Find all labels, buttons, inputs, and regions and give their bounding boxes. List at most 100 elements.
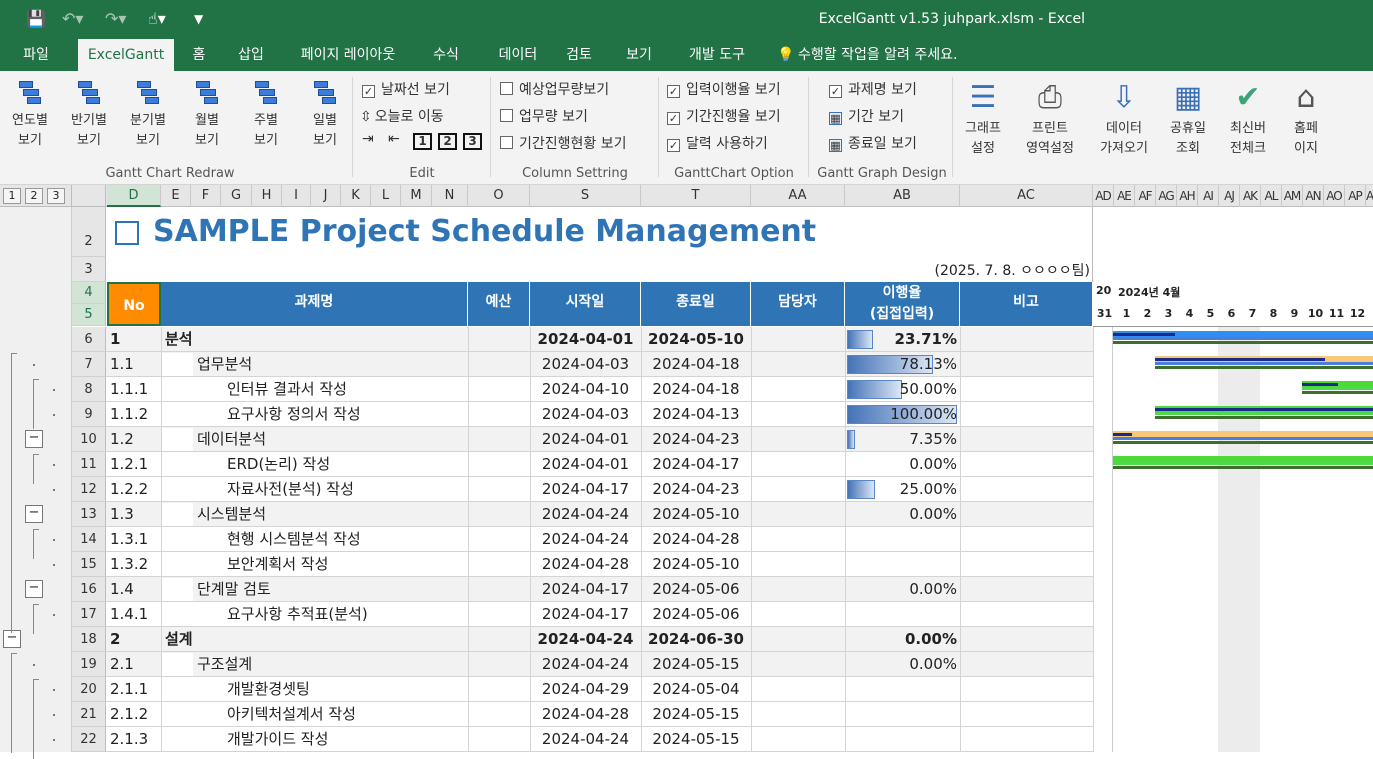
gantt-option-checkbox-1[interactable]: ✓ 입력이행율 보기: [667, 79, 781, 99]
big-button-4[interactable]: ▦ 공휴일 조회: [1162, 79, 1214, 159]
tab-9[interactable]: 보기: [626, 47, 652, 63]
column-option-checkbox-2[interactable]: 업무량 보기: [500, 106, 588, 126]
row-number-22[interactable]: 22: [72, 727, 106, 752]
select-all-corner[interactable]: [72, 185, 106, 207]
column-header-M[interactable]: M: [401, 185, 432, 207]
table-row[interactable]: [106, 652, 1093, 677]
column-header-AD[interactable]: AD: [1093, 185, 1114, 207]
show-date-line-checkbox[interactable]: ✓ 날짜선 보기: [362, 79, 450, 99]
table-row[interactable]: [106, 452, 1093, 477]
tab-10[interactable]: 개발 도구: [689, 47, 745, 63]
table-row[interactable]: [106, 677, 1093, 702]
column-header-AB[interactable]: AB: [845, 185, 960, 207]
outline-level-2-button[interactable]: 2: [25, 188, 43, 204]
collapse-row-13-button[interactable]: −: [25, 505, 43, 523]
row-number-17[interactable]: 17: [72, 602, 106, 627]
column-header-AH[interactable]: AH: [1177, 185, 1198, 207]
row-number-18[interactable]: 18: [72, 627, 106, 652]
redraw-button-6[interactable]: 일별 보기: [297, 79, 353, 151]
row-number-14[interactable]: 14: [72, 527, 106, 552]
column-header-AK[interactable]: AK: [1240, 185, 1261, 207]
big-button-1[interactable]: ☰ 그래프 설정: [957, 79, 1009, 159]
column-header-AA[interactable]: AA: [751, 185, 845, 207]
table-row[interactable]: [106, 602, 1093, 627]
outdent-icon[interactable]: ⇤: [388, 131, 400, 147]
tab-5[interactable]: 페이지 레이아웃: [300, 47, 396, 63]
tell-me-input[interactable]: 수행할 작업을 알려 주세요.: [798, 47, 958, 63]
indent-icon[interactable]: ⇥: [362, 131, 374, 147]
collapse-row-18-button[interactable]: −: [3, 630, 21, 648]
design-option-3[interactable]: ▦ 종료일 보기: [829, 133, 917, 153]
table-row[interactable]: [106, 377, 1093, 402]
column-header-F[interactable]: F: [191, 185, 221, 207]
row-number-15[interactable]: 15: [72, 552, 106, 577]
redraw-button-2[interactable]: 반기별 보기: [61, 79, 117, 151]
column-header-AQ[interactable]: AQ: [1366, 185, 1373, 207]
big-button-3[interactable]: ⇩ 데이터 가져오기: [1093, 79, 1155, 159]
redraw-button-3[interactable]: 분기별 보기: [120, 79, 176, 151]
design-option-2[interactable]: ▦ 기간 보기: [829, 106, 904, 126]
column-header-D[interactable]: D: [107, 185, 161, 207]
table-row[interactable]: [106, 477, 1093, 502]
column-header-AP[interactable]: AP: [1345, 185, 1366, 207]
design-option-1[interactable]: ✓ 과제명 보기: [829, 79, 917, 99]
row-number-4[interactable]: 4: [72, 282, 106, 304]
row-number-10[interactable]: 10: [72, 427, 106, 452]
table-row[interactable]: [106, 627, 1093, 652]
table-row[interactable]: [106, 552, 1093, 577]
column-header-O[interactable]: O: [468, 185, 530, 207]
row-number-16[interactable]: 16: [72, 577, 106, 602]
goto-today-button[interactable]: ⇳ 오늘로 이동: [360, 106, 444, 126]
row-number-20[interactable]: 20: [72, 677, 106, 702]
column-header-AC[interactable]: AC: [960, 185, 1093, 207]
row-number-13[interactable]: 13: [72, 502, 106, 527]
touch-mode-icon[interactable]: ☝▾: [148, 9, 166, 28]
table-row[interactable]: [106, 327, 1093, 352]
column-header-T[interactable]: T: [641, 185, 751, 207]
row-number-7[interactable]: 7: [72, 352, 106, 377]
row-number-12[interactable]: 12: [72, 477, 106, 502]
row-number-21[interactable]: 21: [72, 702, 106, 727]
undo-icon[interactable]: ↶▾: [62, 9, 84, 28]
column-header-N[interactable]: N: [432, 185, 468, 207]
collapse-row-16-button[interactable]: −: [25, 580, 43, 598]
table-row[interactable]: [106, 427, 1093, 452]
row-number-11[interactable]: 11: [72, 452, 106, 477]
collapse-row-10-button[interactable]: −: [25, 430, 43, 448]
big-button-2[interactable]: ⎙ 프린트 영역설정: [1015, 79, 1085, 159]
level-3-button[interactable]: 3: [463, 133, 482, 150]
redraw-button-5[interactable]: 주별 보기: [238, 79, 294, 151]
tab-6[interactable]: 수식: [433, 47, 459, 63]
column-header-H[interactable]: H: [252, 185, 282, 207]
redo-icon[interactable]: ↷▾: [105, 9, 127, 28]
table-row[interactable]: [106, 502, 1093, 527]
table-row[interactable]: [106, 577, 1093, 602]
column-header-AM[interactable]: AM: [1282, 185, 1303, 207]
big-button-6[interactable]: ⌂ 홈페 이지: [1280, 79, 1332, 159]
redraw-button-1[interactable]: 연도별 보기: [2, 79, 58, 151]
column-header-AE[interactable]: AE: [1114, 185, 1135, 207]
gantt-option-checkbox-3[interactable]: ✓ 달력 사용하기: [667, 133, 768, 153]
redraw-button-4[interactable]: 월별 보기: [179, 79, 235, 151]
big-button-5[interactable]: ✔ 최신버 전체크: [1220, 79, 1276, 159]
save-icon[interactable]: 💾: [26, 9, 46, 28]
customize-toolbar-icon[interactable]: ▼: [194, 12, 204, 26]
outline-level-3-button[interactable]: 3: [47, 188, 65, 204]
outline-level-1-button[interactable]: 1: [3, 188, 21, 204]
table-row[interactable]: [106, 702, 1093, 727]
column-header-I[interactable]: I: [282, 185, 311, 207]
column-header-AL[interactable]: AL: [1261, 185, 1282, 207]
row-number-6[interactable]: 6: [72, 327, 106, 352]
column-header-J[interactable]: J: [311, 185, 341, 207]
table-row[interactable]: [106, 527, 1093, 552]
column-header-AI[interactable]: AI: [1198, 185, 1219, 207]
column-header-AO[interactable]: AO: [1324, 185, 1345, 207]
row-number-3[interactable]: 3: [72, 257, 106, 282]
column-header-AG[interactable]: AG: [1156, 185, 1177, 207]
gantt-option-checkbox-2[interactable]: ✓ 기간진행율 보기: [667, 106, 781, 126]
tab-3[interactable]: 홈: [192, 47, 206, 63]
tab-4[interactable]: 삽입: [238, 47, 264, 63]
column-header-AF[interactable]: AF: [1135, 185, 1156, 207]
row-number-19[interactable]: 19: [72, 652, 106, 677]
column-option-checkbox-1[interactable]: 예상업무량보기: [500, 79, 609, 99]
